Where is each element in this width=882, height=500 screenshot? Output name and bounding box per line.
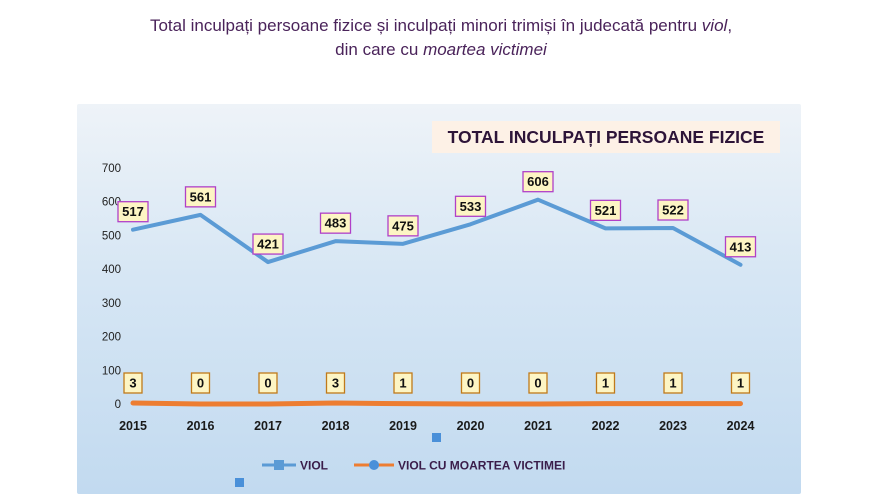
title-text-1: Total inculpați persoane fizice și incul… xyxy=(149,16,698,35)
data-label-box xyxy=(663,372,683,394)
series-line-viol-cu-moartea-victimei xyxy=(130,400,743,407)
y-tick-label: 700 xyxy=(102,163,121,175)
data-label-box xyxy=(460,372,481,394)
data-label: 0 xyxy=(197,376,204,391)
legend-marker-circle-icon xyxy=(369,460,379,470)
y-tick-label: 100 xyxy=(102,365,121,377)
data-label-box xyxy=(123,372,143,394)
data-label: 1 xyxy=(399,376,406,391)
chart-title: TOTAL INCULPAȚI PERSOANE FIZICE xyxy=(432,121,780,153)
title-emphasis-2: moartea victimei xyxy=(423,40,547,59)
data-label-box xyxy=(325,372,346,394)
data-label-box xyxy=(393,372,413,394)
data-label-box xyxy=(387,215,419,237)
chart-panel xyxy=(77,104,801,494)
legend-marker-square-icon xyxy=(274,460,284,470)
data-label-box xyxy=(117,201,149,223)
page-title: Total inculpați persoane fizice și incul… xyxy=(149,16,733,59)
y-tick-label: 300 xyxy=(102,298,121,310)
data-label-box xyxy=(252,233,284,255)
decorative-square xyxy=(235,478,244,487)
data-label: 561 xyxy=(190,189,212,204)
data-label: 522 xyxy=(662,203,684,218)
legend-label-viol: VIOL xyxy=(300,459,328,473)
data-label-box xyxy=(454,195,487,217)
data-label: 483 xyxy=(325,216,347,231)
data-label-box xyxy=(319,212,352,234)
data-label: 0 xyxy=(264,376,271,391)
data-label: 606 xyxy=(527,174,549,189)
data-label: 1 xyxy=(669,376,676,391)
x-tick-label: 2023 xyxy=(659,419,687,433)
data-label: 1 xyxy=(602,376,609,391)
legend-label-viol-cu-moartea-victimei: VIOL CU MOARTEA VICTIMEI xyxy=(398,459,565,473)
data-label: 533 xyxy=(460,199,482,214)
title-emphasis-1: viol xyxy=(701,16,728,35)
data-label: 3 xyxy=(332,376,339,391)
y-tick-label: 500 xyxy=(102,230,121,242)
x-tick-label: 2022 xyxy=(592,419,620,433)
x-tick-label: 2018 xyxy=(322,419,350,433)
data-label: 0 xyxy=(467,376,474,391)
data-label: 0 xyxy=(534,376,541,391)
data-label-box xyxy=(258,372,278,394)
y-tick-label: 600 xyxy=(102,197,121,209)
x-tick-label: 2024 xyxy=(727,419,755,433)
x-tick-label: 2016 xyxy=(187,419,215,433)
series-line-viol xyxy=(131,197,743,267)
data-label-box xyxy=(730,372,751,394)
data-label-box xyxy=(657,199,689,221)
x-tick-label: 2017 xyxy=(254,419,282,433)
data-label: 421 xyxy=(257,237,279,252)
x-tick-label: 2019 xyxy=(389,419,417,433)
data-label: 517 xyxy=(122,204,144,219)
x-tick-label: 2020 xyxy=(457,419,485,433)
data-label-box xyxy=(190,372,211,394)
data-label: 3 xyxy=(129,376,136,391)
data-label-box xyxy=(528,372,548,394)
data-label: 413 xyxy=(730,239,752,254)
y-tick-label: 200 xyxy=(102,332,121,344)
data-label-box xyxy=(522,171,554,193)
data-label: 475 xyxy=(392,218,414,233)
y-tick-label: 0 xyxy=(115,399,121,411)
y-tick-label: 400 xyxy=(102,264,121,276)
x-tick-label: 2021 xyxy=(524,419,552,433)
title-text-2: din care cu xyxy=(335,40,419,59)
decorative-square xyxy=(432,433,441,442)
data-label-box xyxy=(589,199,622,221)
x-tick-label: 2015 xyxy=(119,419,147,433)
data-label-box xyxy=(184,186,217,208)
data-label-box xyxy=(724,236,757,258)
data-label: 521 xyxy=(595,203,617,218)
data-label: 1 xyxy=(737,376,744,391)
data-label-box xyxy=(595,372,616,394)
